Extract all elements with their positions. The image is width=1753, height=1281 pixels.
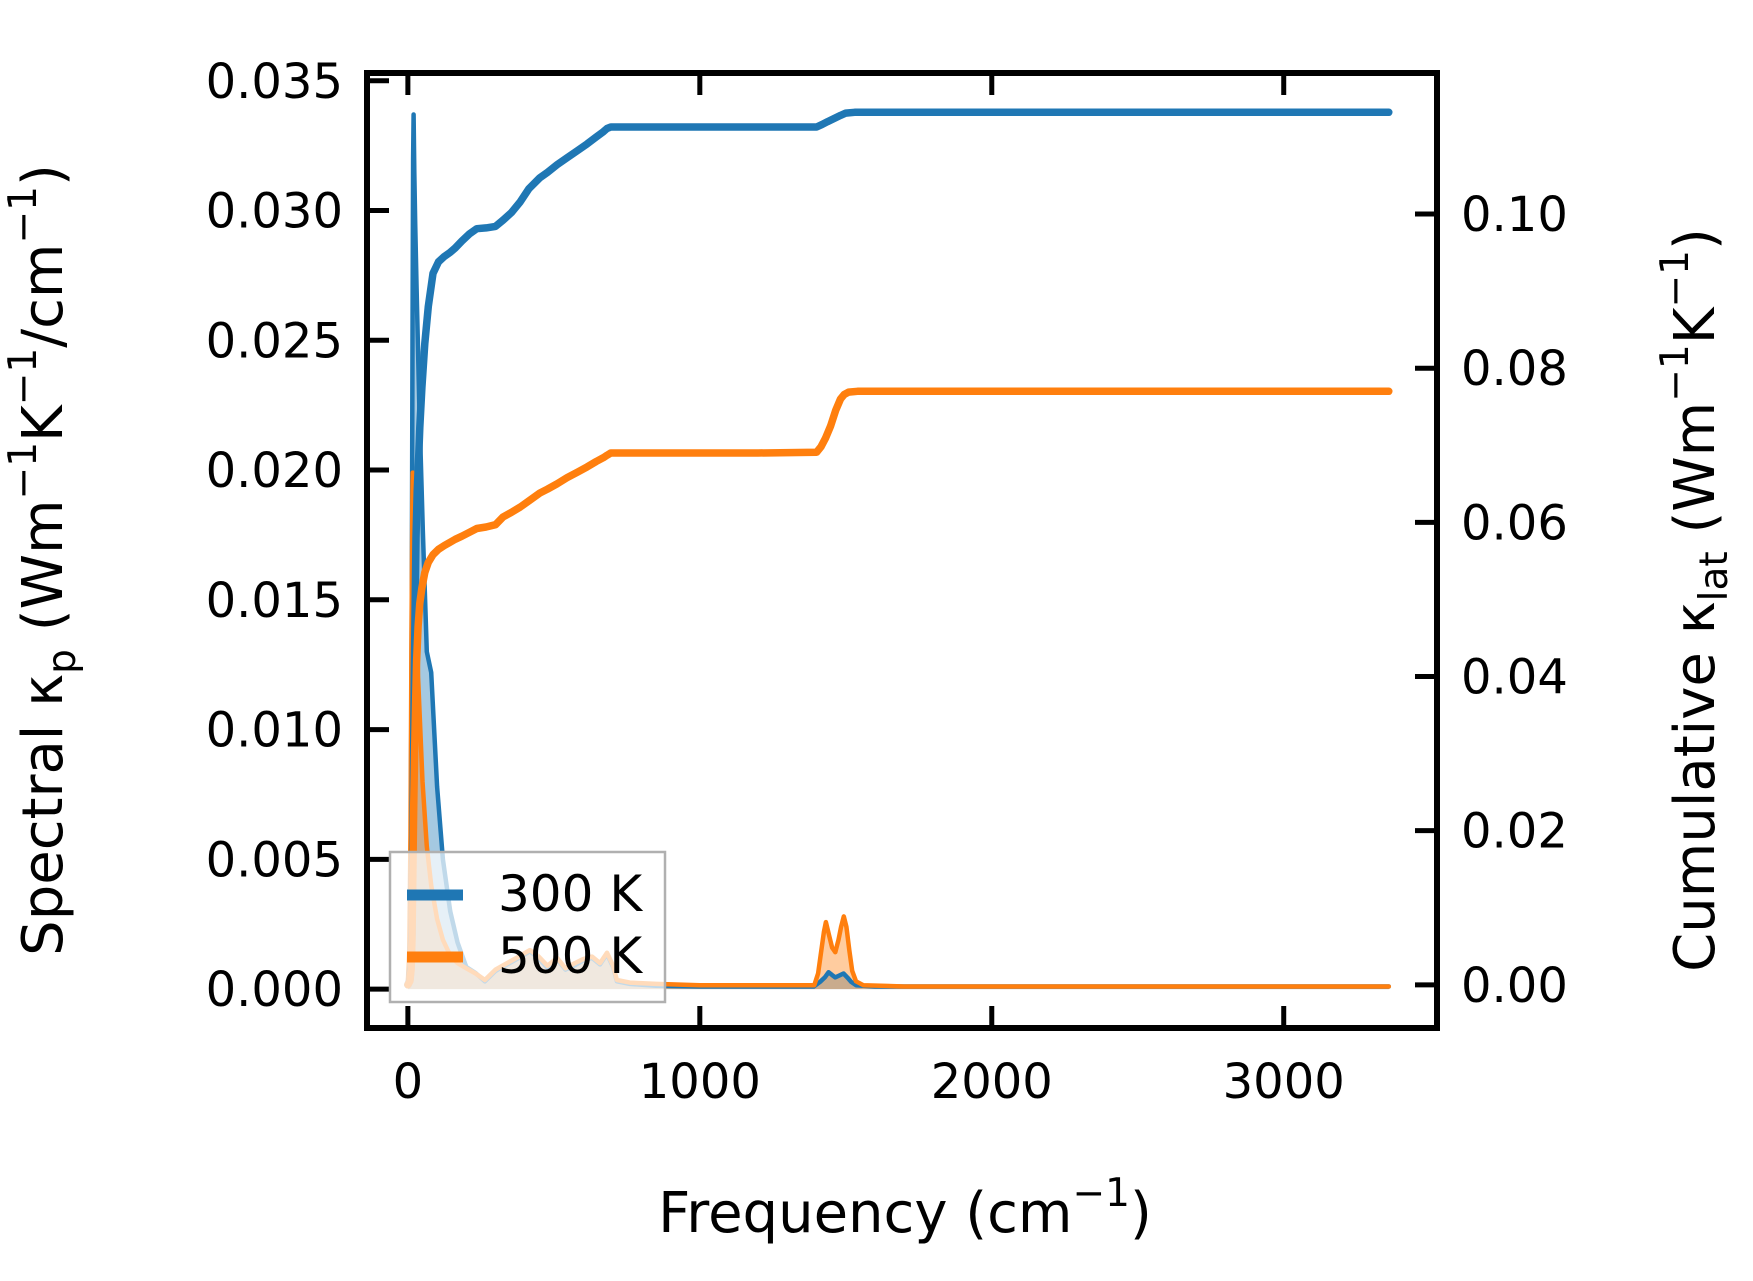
plot-frame	[364, 70, 1440, 1031]
y-right-tick-label: 0.00	[1461, 958, 1568, 1014]
legend-box	[388, 850, 667, 1004]
legend-label-300k: 300 K	[498, 865, 643, 923]
series-500-k-cumulative-line	[404, 387, 1393, 989]
x-axis-label: Frequency (cm−1)	[658, 1171, 1152, 1246]
x-tick-label: 3000	[1223, 1054, 1345, 1110]
x-tick-label: 0	[393, 1054, 424, 1110]
legend: 300 K 500 K	[388, 850, 667, 1004]
y-axis-label-right: Cumulative κlat (Wm−1K−1)	[1653, 228, 1737, 972]
y-axis-label-left: Spectral κp (Wm−1K−1/cm−1)	[1, 164, 85, 956]
y-left-tick-label: 0.030	[206, 184, 343, 240]
y-left-tick-label: 0.015	[206, 573, 343, 629]
series-300-k-cumulative-line	[404, 108, 1393, 989]
axes-layer: 0 1000 2000 3000 0.000 0.005 0.010 0.015 0.020 0.…	[206, 54, 1568, 1110]
y-right-tick-label: 0.10	[1461, 187, 1568, 243]
y-left-tick-label: 0.010	[206, 703, 343, 759]
legend-label-500k: 500 K	[498, 927, 643, 985]
y-left-tick-label: 0.005	[206, 832, 343, 888]
y-right-tick-label: 0.02	[1461, 804, 1568, 860]
x-tick-label: 2000	[931, 1054, 1053, 1110]
y-left-tick-label: 0.035	[206, 54, 343, 110]
y-right-tick-label: 0.06	[1461, 495, 1568, 551]
y-left-tick-label: 0.020	[206, 443, 343, 499]
y-left-tick-label: 0.025	[206, 313, 343, 369]
x-tick-label: 1000	[639, 1054, 761, 1110]
y-right-tick-label: 0.04	[1461, 650, 1568, 706]
y-right-tick-label: 0.08	[1461, 341, 1568, 397]
y-left-tick-label: 0.000	[206, 962, 343, 1018]
